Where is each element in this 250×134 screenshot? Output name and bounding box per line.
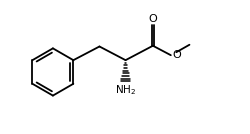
Text: O: O <box>172 50 181 60</box>
Text: O: O <box>148 14 157 24</box>
Text: NH$_2$: NH$_2$ <box>115 83 136 97</box>
